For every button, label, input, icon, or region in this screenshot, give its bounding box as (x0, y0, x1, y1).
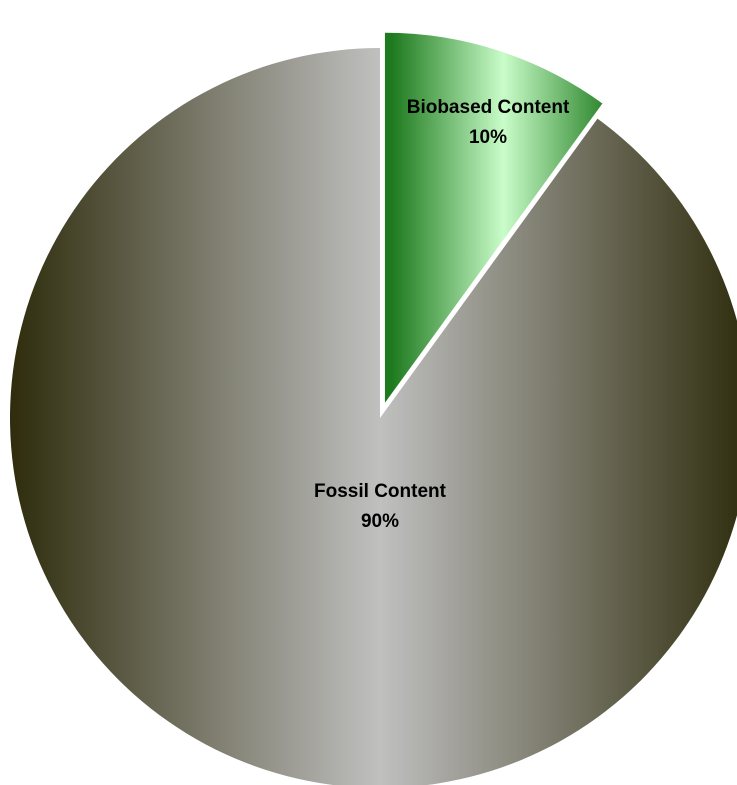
slice-label-biobased-content: Biobased Content (407, 97, 570, 118)
slice-value-biobased-content: 10% (469, 127, 507, 148)
pie-slice-biobased-content (384, 32, 603, 403)
slice-label-fossil-content: Fossil Content (314, 481, 447, 502)
slice-value-fossil-content: 90% (361, 511, 399, 532)
pie-slice-fossil-content (10, 48, 737, 785)
